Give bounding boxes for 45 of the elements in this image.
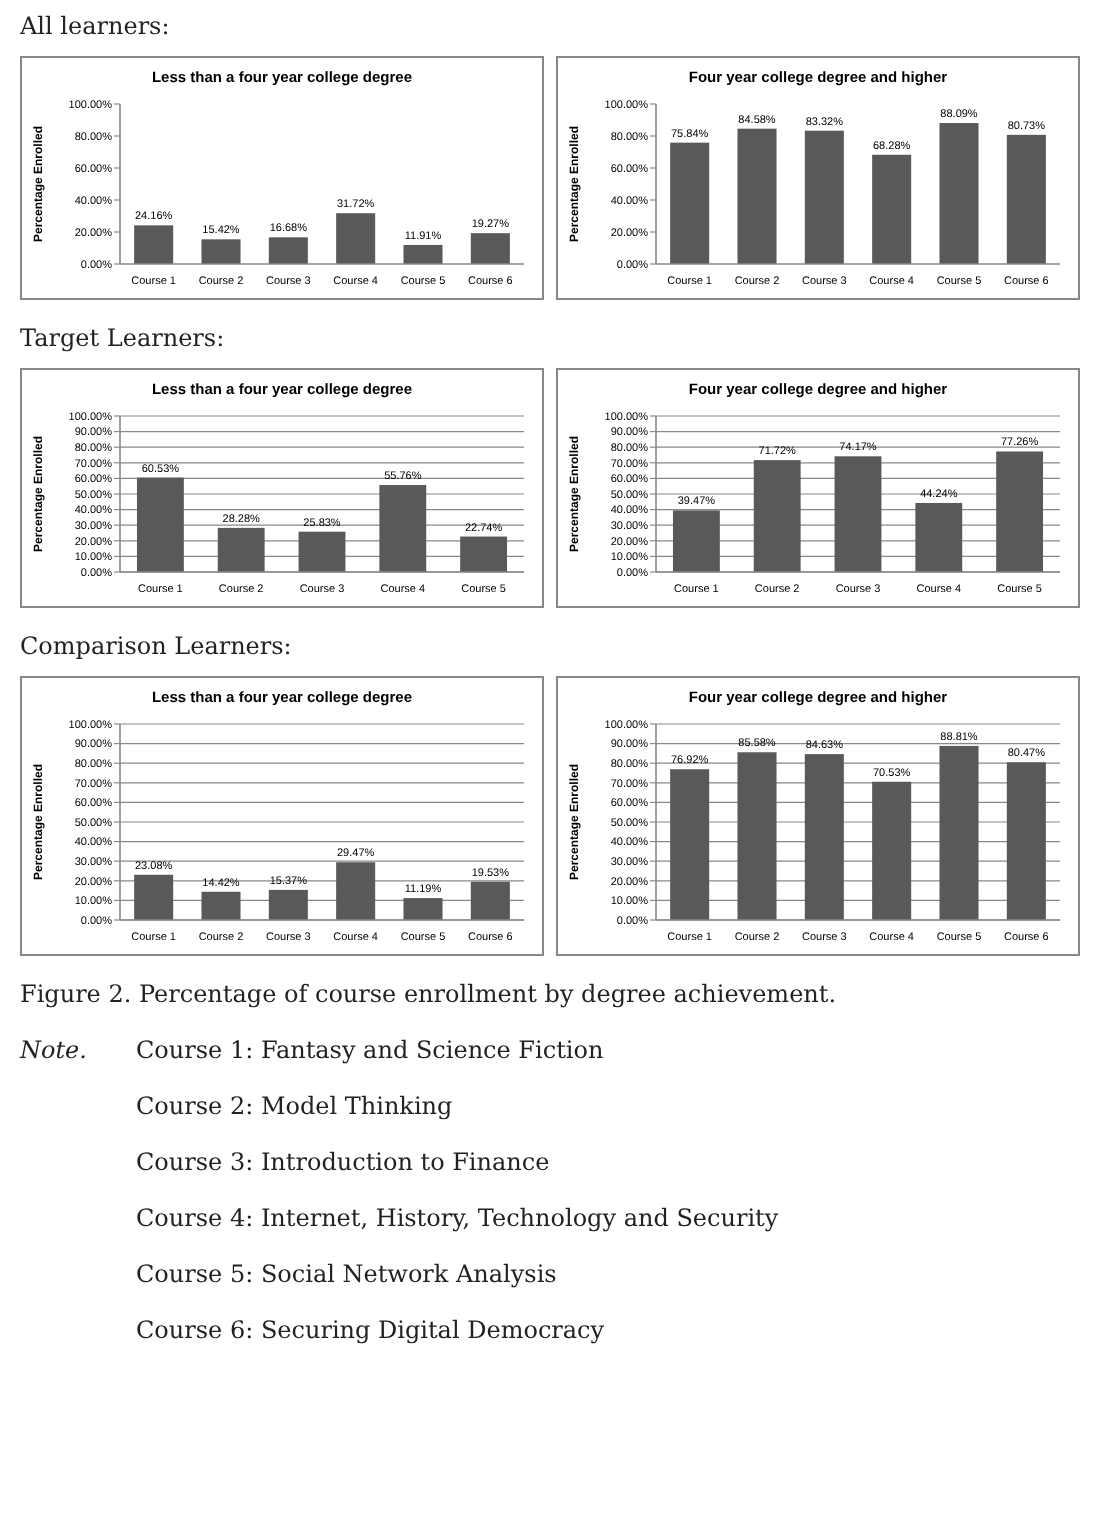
bar — [298, 531, 346, 572]
bar — [336, 862, 376, 920]
bar — [201, 891, 241, 920]
bar — [1006, 762, 1046, 920]
bar — [336, 213, 376, 264]
bar — [1006, 134, 1046, 264]
bar — [672, 510, 720, 572]
text: Comparison Learners: — [20, 632, 294, 660]
text: Course 2: Model Thinking — [136, 1092, 455, 1120]
text: All learners: — [20, 12, 172, 40]
bar — [134, 225, 174, 264]
text: Course 5: Social Network Analysis — [136, 1260, 559, 1288]
bar — [268, 237, 308, 264]
bar — [403, 898, 443, 920]
bar — [470, 233, 510, 264]
bar — [217, 527, 265, 572]
bar — [379, 485, 427, 572]
bar — [670, 142, 710, 264]
text: Note. — [20, 1036, 89, 1068]
bar — [804, 130, 844, 264]
bar — [470, 881, 510, 920]
bar — [834, 456, 882, 572]
bar — [268, 889, 308, 920]
bar — [737, 752, 777, 920]
text: Target Learners: — [20, 324, 227, 352]
bar — [134, 874, 174, 920]
text: Course 6: Securing Digital Democracy — [136, 1316, 607, 1344]
bar — [403, 244, 443, 264]
text: Course 1: Fantasy and Science Fiction — [136, 1036, 606, 1064]
bar — [872, 154, 912, 264]
bar — [939, 123, 979, 264]
caption: Figure 2. Percentage of course enrollment by degree achievement. — [20, 980, 839, 1008]
bar — [804, 754, 844, 920]
bar — [939, 745, 979, 920]
bar — [753, 460, 801, 572]
text: Course 4: Internet, History, Technology and Security — [136, 1204, 779, 1232]
bar — [460, 536, 508, 572]
bar — [136, 477, 184, 572]
bar — [670, 769, 710, 920]
bar — [201, 239, 241, 264]
bar — [737, 128, 777, 264]
text: Course 3: Introduction to Finance — [136, 1148, 552, 1176]
bar — [915, 502, 963, 572]
bar — [996, 451, 1044, 572]
bar — [872, 781, 912, 920]
